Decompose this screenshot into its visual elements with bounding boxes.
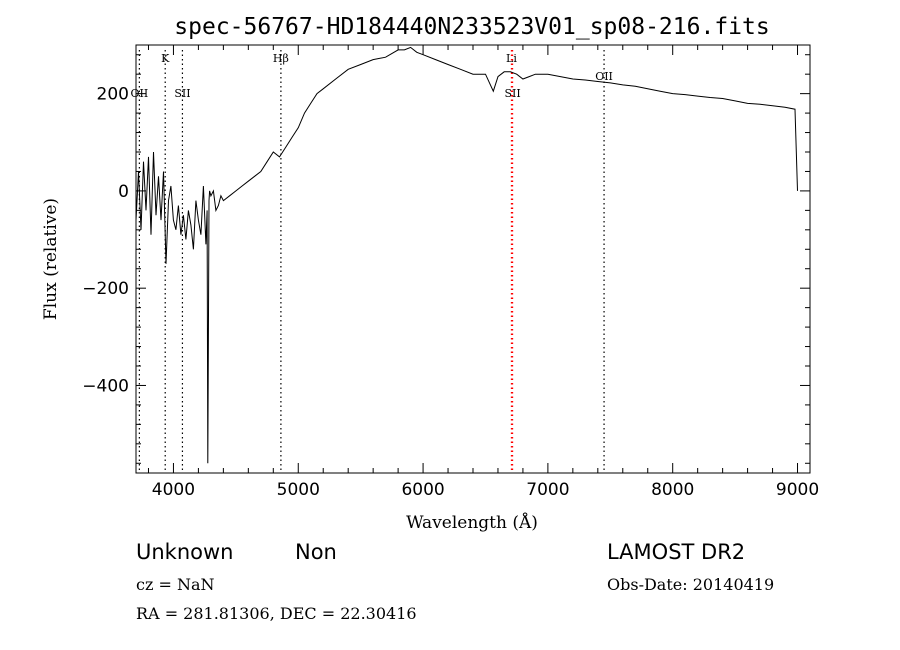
x-tick-label: 7000 (526, 480, 569, 500)
x-tick-label: 8000 (651, 480, 694, 500)
x-axis-ticks: 4000 5000 6000 7000 8000 9000 (147, 45, 819, 500)
x-tick-label: 6000 (401, 480, 444, 500)
redshift-cz: cz = NaN (136, 575, 215, 594)
y-tick-label: −200 (82, 279, 129, 299)
survey-name: LAMOST DR2 (607, 540, 746, 564)
y-tick-label: 0 (118, 182, 129, 202)
x-axis-label: Wavelength (Å) (406, 512, 538, 533)
chart-title: spec-56767-HD184440N233523V01_sp08-216.f… (174, 14, 769, 40)
object-class: Unknown (136, 540, 234, 564)
object-subclass: Non (295, 540, 337, 564)
spectral-line-label: K (161, 52, 170, 65)
spectral-line-label: Hβ (273, 52, 289, 65)
plot-frame (135, 44, 811, 474)
spectral-line-label: SII (504, 87, 520, 100)
y-axis-ticks: −400 −200 0 200 (82, 54, 810, 464)
x-tick-label: 9000 (776, 480, 819, 500)
spectrum-line (135, 46, 798, 464)
spectral-line-label: OII (131, 87, 149, 100)
spectral-line-label: OII (595, 70, 613, 83)
observation-date: Obs-Date: 20140419 (607, 575, 775, 594)
x-tick-label: 5000 (277, 480, 320, 500)
y-tick-label: 200 (97, 85, 129, 105)
y-tick-label: −400 (82, 376, 129, 396)
spectral-line-label: SII (174, 87, 190, 100)
spectral-line-label: Li (506, 52, 517, 65)
x-tick-label: 4000 (152, 480, 195, 500)
spectral-lines: K OII SII Hβ Li SII OII (131, 50, 613, 473)
y-axis-label: Flux (relative) (41, 198, 61, 320)
coordinates: RA = 281.81306, DEC = 22.30416 (136, 604, 417, 623)
